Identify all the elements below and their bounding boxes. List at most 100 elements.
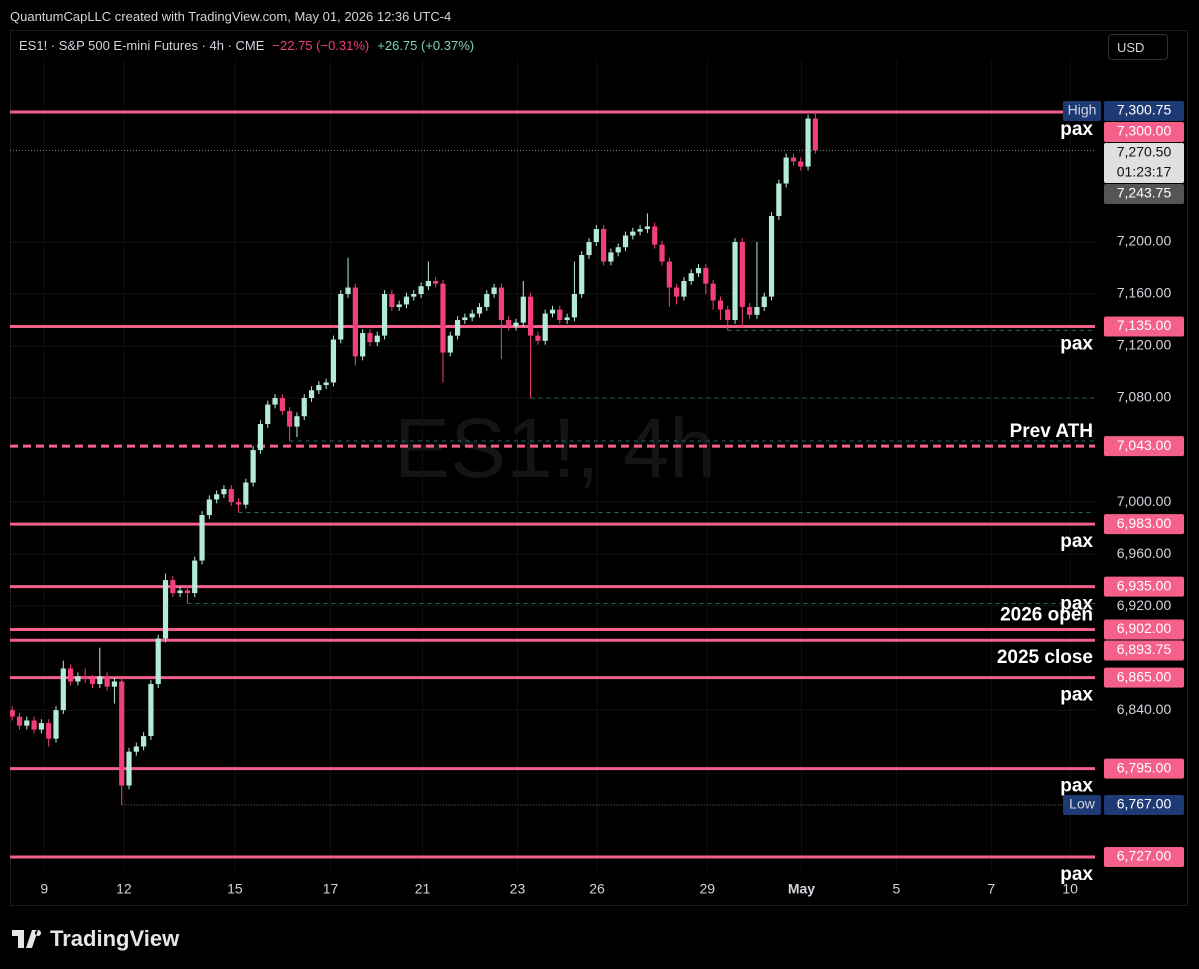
candle-body: [53, 710, 59, 739]
candle-body: [396, 304, 402, 308]
x-tick-label: 7: [987, 881, 995, 897]
candle-body: [148, 684, 154, 737]
price-label: 6,983.00: [1117, 515, 1172, 531]
candle-body: [710, 283, 716, 301]
price-tag: Low: [1069, 796, 1096, 812]
candle-body: [542, 313, 548, 341]
candle-body: [659, 244, 665, 262]
price-label: 7,270.50: [1117, 144, 1172, 160]
change: −22.75 (−0.31%): [272, 38, 370, 53]
candle-body: [360, 333, 366, 357]
price-label: 6,767.00: [1117, 796, 1172, 812]
candle-body: [798, 161, 804, 167]
candle-body: [60, 668, 66, 711]
price-tag-box: [1063, 794, 1101, 815]
candle-body: [162, 580, 169, 639]
y-tick-label: 7,120.00: [1117, 337, 1172, 353]
candle-body: [119, 681, 125, 786]
y-tick-label: 6,840.00: [1117, 701, 1172, 717]
x-tick-label: 17: [323, 881, 339, 897]
candle-body: [330, 339, 337, 383]
candle-body: [294, 416, 300, 427]
x-tick-label: 23: [510, 881, 526, 897]
level-note: Prev ATH: [1010, 421, 1093, 442]
candle-body: [579, 255, 585, 295]
price-label-box: [1104, 619, 1184, 640]
level-note: pax: [1060, 334, 1093, 355]
x-tick-label: 10: [1062, 881, 1078, 897]
candle-body: [652, 226, 658, 245]
credit: QuantumCapLLC created with TradingView.c…: [10, 9, 452, 24]
symbol-legend: ES1! · S&P 500 E-mini Futures · 4h · CME…: [19, 38, 482, 53]
y-tick-label: 7,160.00: [1117, 285, 1172, 301]
candle-body: [141, 736, 147, 747]
candle-body: [732, 242, 738, 321]
candle-body: [104, 676, 110, 687]
price-label-box: [1104, 576, 1184, 597]
candle-body: [433, 281, 439, 284]
price-label-box: [1104, 667, 1184, 688]
candle-body: [601, 229, 607, 262]
candle-body: [214, 494, 220, 500]
candle-body: [97, 676, 103, 685]
x-tick-label: 12: [116, 881, 132, 897]
watermark: ES1!, 4h: [394, 401, 716, 495]
level-note: pax: [1060, 119, 1093, 140]
candle-body: [535, 335, 541, 341]
candle-body: [411, 294, 417, 297]
candle-body: [381, 294, 388, 336]
candle-body: [24, 720, 30, 726]
candle-body: [747, 307, 753, 315]
x-tick-label: 21: [415, 881, 431, 897]
price-label: 6,935.00: [1117, 577, 1172, 593]
candle-body: [608, 252, 614, 262]
candle-body: [199, 515, 205, 561]
change: +26.75 (+0.37%): [377, 38, 475, 53]
candle-body: [571, 294, 578, 318]
y-tick-label: 7,000.00: [1117, 493, 1172, 509]
candle-body: [739, 242, 745, 308]
candle-body: [16, 716, 23, 726]
candle-body: [10, 710, 15, 717]
candle-body: [790, 157, 797, 162]
candle-body: [498, 287, 504, 321]
candle-body: [630, 231, 636, 236]
candle-body: [776, 183, 782, 217]
candle-body: [287, 411, 293, 427]
candle-body: [75, 676, 81, 682]
candle-body: [279, 398, 285, 412]
candle-body: [462, 317, 468, 321]
price-label: 7,300.75: [1117, 102, 1172, 118]
logo-text: TradingView: [50, 926, 180, 951]
candle-body: [170, 580, 176, 594]
candle-body: [513, 322, 519, 327]
candle-body: [228, 489, 234, 503]
candle-body: [564, 317, 570, 321]
candle-body: [549, 309, 556, 314]
candle-body: [586, 242, 592, 256]
x-tick-label: 29: [700, 881, 716, 897]
candle-body: [177, 590, 183, 594]
candle-body: [126, 751, 132, 786]
price-tag: High: [1068, 102, 1097, 118]
candle-body: [557, 309, 563, 321]
currency-button[interactable]: USD: [1108, 34, 1168, 60]
candle-body: [272, 398, 278, 405]
candle-body: [717, 300, 724, 310]
price-label-box: [1104, 794, 1184, 815]
candle-body: [506, 320, 512, 327]
price-label-box: [1104, 143, 1184, 184]
candle-body: [403, 296, 410, 305]
price-label: 7,043.00: [1117, 437, 1172, 453]
symbol: ES1! · S&P 500 E-mini Futures · 4h · CME: [19, 38, 265, 53]
level-note: 2025 close: [997, 647, 1093, 668]
price-label: 6,902.00: [1117, 620, 1172, 636]
candle-body: [681, 281, 687, 297]
candle-body: [235, 502, 242, 505]
candle-body: [301, 398, 307, 417]
price-label-box: [1104, 316, 1184, 337]
candle-body: [243, 482, 249, 505]
candle-body: [257, 424, 264, 451]
